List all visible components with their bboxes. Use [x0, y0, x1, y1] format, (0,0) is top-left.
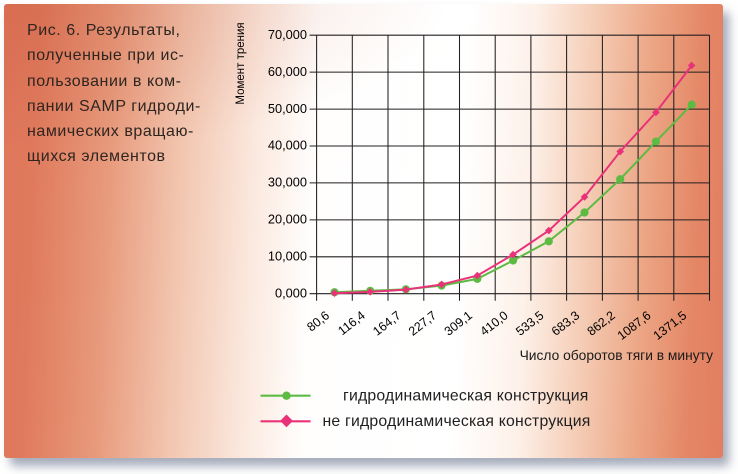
svg-text:683,3: 683,3: [549, 308, 582, 338]
svg-text:20,000: 20,000: [268, 212, 307, 227]
svg-text:10,000: 10,000: [268, 249, 307, 264]
svg-text:40,000: 40,000: [268, 138, 307, 153]
svg-text:1371,5: 1371,5: [651, 308, 690, 343]
svg-text:80,6: 80,6: [304, 308, 332, 334]
svg-text:Момент трения: Момент трения: [235, 22, 247, 104]
svg-text:70,000: 70,000: [268, 27, 307, 42]
svg-text:Число оборотов тяги в минуту: Число оборотов тяги в минуту: [520, 348, 714, 363]
svg-text:гидродинамическая конструкция: гидродинамическая конструкция: [343, 388, 589, 405]
svg-text:30,000: 30,000: [268, 175, 307, 190]
svg-text:410,0: 410,0: [477, 308, 510, 338]
svg-text:227,7: 227,7: [406, 308, 439, 338]
svg-text:862,2: 862,2: [585, 308, 618, 338]
svg-text:0,000: 0,000: [275, 285, 307, 300]
svg-text:1087,6: 1087,6: [615, 308, 654, 343]
svg-text:50,000: 50,000: [268, 101, 307, 116]
svg-text:533,5: 533,5: [513, 308, 546, 338]
svg-text:309,1: 309,1: [442, 308, 475, 338]
svg-text:60,000: 60,000: [268, 64, 307, 79]
svg-text:116,4: 116,4: [335, 308, 368, 338]
svg-text:не гидродинамическая конструкц: не гидродинамическая конструкция: [323, 413, 591, 430]
svg-text:164,7: 164,7: [370, 308, 403, 338]
